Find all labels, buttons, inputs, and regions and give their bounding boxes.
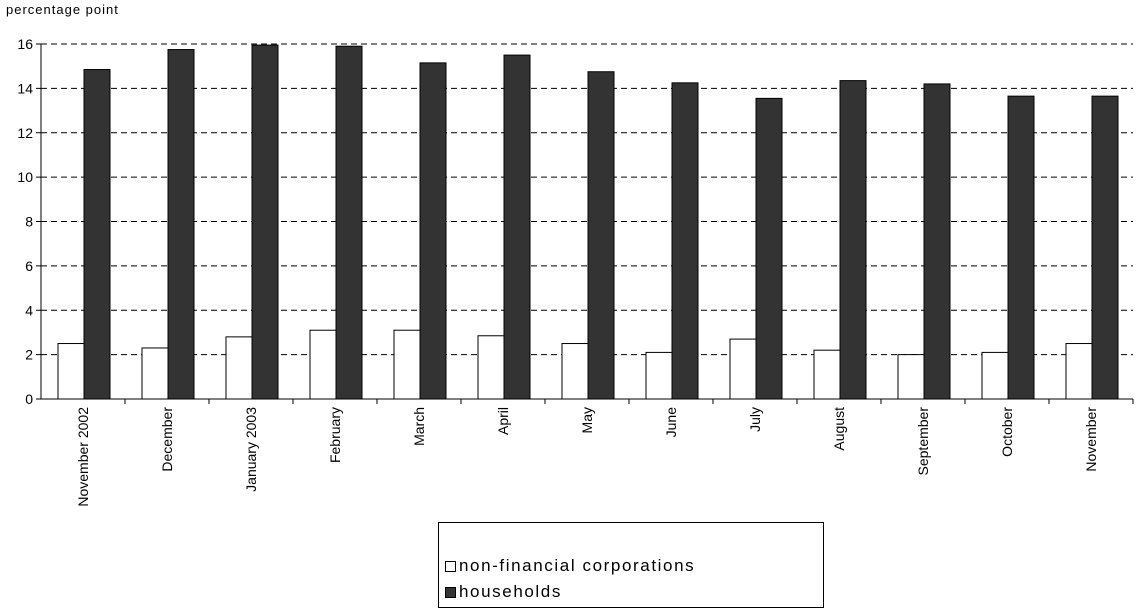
bar-nfc <box>477 335 505 400</box>
bar-nfc <box>981 351 1009 400</box>
y-tick-label: 0 <box>25 391 33 407</box>
bar-households <box>251 44 279 400</box>
bar-households <box>335 45 363 400</box>
bar-households <box>83 69 111 400</box>
axes <box>36 43 1134 404</box>
legend-swatch-households <box>445 586 456 598</box>
bar-nfc <box>561 343 589 400</box>
x-tick-label: April <box>495 407 511 435</box>
bar-nfc <box>897 354 925 400</box>
bar-households <box>503 54 531 400</box>
bar-nfc <box>813 349 841 400</box>
bar-nfc <box>393 329 421 400</box>
y-tick-label: 12 <box>17 125 33 141</box>
bar-households <box>1091 95 1119 400</box>
bar-nfc <box>645 351 673 400</box>
bar-nfc <box>1065 343 1093 400</box>
bar-households <box>1007 95 1035 400</box>
x-tick-label: July <box>747 407 763 432</box>
bar-nfc <box>729 338 757 400</box>
bar-households <box>671 82 699 400</box>
bar-nfc <box>141 347 169 400</box>
x-tick-label: October <box>999 407 1015 457</box>
y-tick-labels: 0 2 4 6 8 10 12 14 16 <box>17 36 33 407</box>
x-tick-label: December <box>159 407 175 472</box>
x-tick-label: November <box>1083 407 1099 472</box>
gridlines <box>41 43 1133 356</box>
bar-nfc <box>57 343 85 400</box>
y-axis-unit-label: percentage point <box>6 2 119 17</box>
y-tick-label: 4 <box>25 302 33 318</box>
x-tick-label: September <box>915 407 931 476</box>
bar-households <box>419 62 447 400</box>
legend-swatch-nfc <box>445 560 456 572</box>
legend-label-households: households <box>459 582 562 601</box>
bar-chart: 0 2 4 6 8 10 12 14 16 November 2002 December Janua… <box>17 36 1134 507</box>
bar-nfc <box>225 336 253 400</box>
bar-households <box>923 83 951 400</box>
y-tick-label: 6 <box>25 258 33 274</box>
bar-households <box>755 97 783 400</box>
y-tick-label: 10 <box>17 169 33 185</box>
x-tick-label: May <box>579 407 595 433</box>
legend: non-financial corporations households <box>438 522 824 608</box>
legend-item-nfc: non-financial corporations <box>445 554 695 578</box>
bar-households <box>839 80 867 400</box>
bar-households <box>587 71 615 400</box>
x-tick-labels: November 2002 December January 2003 Februar… <box>75 407 1099 507</box>
bar-nfc <box>309 329 337 400</box>
x-tick-label: June <box>663 407 679 438</box>
x-tick-label: February <box>327 407 343 463</box>
y-tick-label: 16 <box>17 36 33 52</box>
y-tick-label: 8 <box>25 214 33 230</box>
x-tick-label: November 2002 <box>75 407 91 507</box>
x-tick-label: January 2003 <box>243 407 259 492</box>
y-tick-label: 14 <box>17 80 33 96</box>
y-tick-label: 2 <box>25 347 33 363</box>
x-tick-label: March <box>411 407 427 446</box>
legend-item-households: households <box>445 580 562 604</box>
x-tick-label: August <box>831 407 847 451</box>
legend-label-nfc: non-financial corporations <box>459 556 696 575</box>
bar-households <box>167 49 195 400</box>
bars <box>57 44 1119 400</box>
